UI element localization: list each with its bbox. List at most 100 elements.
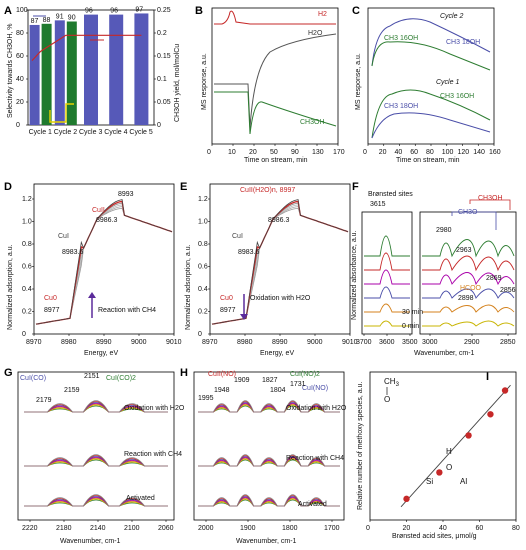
panel-h-xlabel: Wavenumber, cm-1 — [236, 538, 297, 545]
g-ticks-label: 2100 — [124, 525, 140, 532]
e-ytick: 0.2 — [198, 309, 208, 316]
bar-cycle-5-0 — [134, 13, 149, 126]
a-ytick-left: 0 — [16, 122, 20, 129]
panel-i-letter: I — [486, 371, 489, 383]
d-cu-0: Cu0 — [44, 295, 57, 302]
g-curves-trace-2-2 — [24, 497, 168, 507]
panel-i-frame — [369, 371, 517, 521]
d-xtick: 9010 — [166, 339, 182, 346]
a-ytick-right: 0.25 — [157, 7, 171, 14]
g-curves-trace-1-5 — [24, 455, 168, 467]
d-xtick: 8980 — [61, 339, 77, 346]
panel-f-letter: F — [352, 181, 359, 193]
h-ticks-label: 1800 — [282, 525, 298, 532]
e-xtick: 9000 — [307, 339, 323, 346]
i-point-1 — [436, 469, 443, 476]
g-curves-trace-2-4 — [24, 496, 168, 507]
c1-16-line — [371, 89, 491, 139]
bronsted-h: H — [446, 447, 452, 456]
bar-cycle-2-0 — [54, 20, 65, 126]
g-cu-co2: CuI(CO)2 — [106, 375, 136, 382]
e-xtick: 8990 — [272, 339, 288, 346]
ch3oh-line — [214, 91, 337, 135]
panel-g-curves — [24, 400, 168, 507]
b-ticks-label: 90 — [291, 149, 299, 156]
panel-g-frame — [17, 371, 175, 521]
f-xtick: 3000 — [422, 339, 438, 346]
g-curves-trace-1-1 — [24, 458, 168, 467]
f-ch-band-5 — [422, 239, 515, 258]
panel-i-ylabel: Relative number of methoxy species, a.u. — [357, 382, 364, 510]
g-peak-2151: 2151 — [84, 373, 100, 380]
panel-g-ticks: 2220 2180 2140 2100 2060 — [22, 520, 174, 532]
d-note: Reaction with CH4 — [98, 307, 156, 314]
e-ytick: 1.2 — [198, 196, 208, 203]
panel-e-xlabel: Energy, eV — [260, 350, 294, 357]
e-top-label: CuII(H2O)n, 8997 — [240, 187, 295, 194]
h-lbl-red: Reaction with CH4 — [286, 455, 344, 462]
panel-h-curves — [198, 400, 340, 507]
e-cu-i: CuI — [232, 233, 243, 240]
h-peak-1995: 1995 — [198, 395, 214, 402]
panel-b-xlabel: Time on stream, min — [244, 157, 308, 164]
a-ytick-right: 0 — [157, 122, 161, 129]
b-ticks-label: 50 — [270, 149, 278, 156]
f-ch3o: CH3O — [458, 209, 478, 216]
b-ticks-label: 130 — [312, 149, 324, 156]
panel-h: H CuII(NO) CuI(NO)2 CuI(NO) 1995 1948 19… — [180, 367, 347, 545]
panel-c-xlabel: Time on stream, min — [396, 157, 460, 164]
a-ytick-right: 0.05 — [157, 99, 171, 106]
f-xtick: 3500 — [402, 339, 418, 346]
d-peak-89836: 8983.6 — [62, 249, 84, 256]
f-ch3oh-bracket — [469, 199, 511, 210]
h-curves-trace-1-6 — [198, 454, 340, 467]
c-ticks-label: 160 — [489, 149, 501, 156]
panel-a-ylabel-right: CH3OH yield, mol/molCu — [174, 44, 181, 122]
h-curves-trace-0-6 — [198, 400, 340, 413]
panel-c-xticks: 0 20 40 60 80 100 120 140 160 — [363, 144, 501, 156]
panel-c-letter: C — [352, 5, 360, 17]
f-oh-band-0 — [364, 320, 410, 327]
g-curves-trace-2-5 — [24, 495, 168, 507]
a-ytick-left: 80 — [16, 30, 24, 37]
d-ytick: 1.0 — [22, 219, 32, 226]
g-curves-trace-2-0 — [24, 499, 168, 507]
h-peak-1804: 1804 — [270, 387, 286, 394]
d-ytick: 0.4 — [22, 286, 32, 293]
f-peak-2898: 2898 — [458, 295, 474, 302]
g-curves-trace-0-2 — [24, 403, 168, 413]
c2-16-line — [371, 41, 491, 71]
d-cu-i: CuI — [58, 233, 69, 240]
a-ytick-left: 100 — [16, 7, 28, 14]
e-note: Oxidation with H2O — [250, 295, 311, 302]
panel-d: D Reaction with CH4 8993 8986.3 8983.6 8… — [4, 181, 182, 357]
c-ticks-label: 60 — [410, 149, 418, 156]
g-lbl-red: Reaction with CH4 — [124, 451, 182, 458]
b-ticks-label: 10 — [228, 149, 236, 156]
c-ticks-label: 0 — [363, 149, 367, 156]
panel-f-ticks: 3700 3600 3500 3000 2900 2850 — [356, 334, 516, 346]
bar-value-label: 88 — [43, 17, 51, 24]
f-ch3oh: CH3OH — [478, 195, 503, 202]
panel-d-letter: D — [4, 181, 12, 193]
d-peak-89863: 8986.3 — [96, 217, 118, 224]
panel-g-xlabel: Wavenumber, cm-1 — [60, 538, 121, 545]
a-ytick-left: 20 — [16, 99, 24, 106]
g-ticks-label: 2180 — [56, 525, 72, 532]
panel-b-letter: B — [195, 5, 203, 17]
panel-e-curves — [211, 199, 349, 325]
h-peak-1909: 1909 — [234, 377, 250, 384]
panel-d-ylabel: Normalized adsorption, a.u. — [7, 244, 14, 330]
bar-value-label: 97 — [135, 6, 143, 13]
bronsted-o: O — [446, 463, 452, 472]
h-ticks-label: 2000 — [198, 525, 214, 532]
panel-b-ylabel: MS response, a.u. — [201, 53, 208, 110]
panel-i-xlabel: Brønsted acid sites, μmol/g — [392, 533, 477, 540]
a-xtick: Cycle 5 — [129, 129, 152, 136]
d-spectrum-5 — [35, 199, 173, 325]
g-curves-trace-0-3 — [24, 402, 168, 413]
bronsted-si: Si — [426, 477, 433, 486]
label-c1-18: CH3 18OH — [384, 103, 418, 110]
g-lbl-ox: Oxidation with H2O — [124, 405, 185, 412]
bar-cycle-3-0 — [84, 14, 98, 126]
